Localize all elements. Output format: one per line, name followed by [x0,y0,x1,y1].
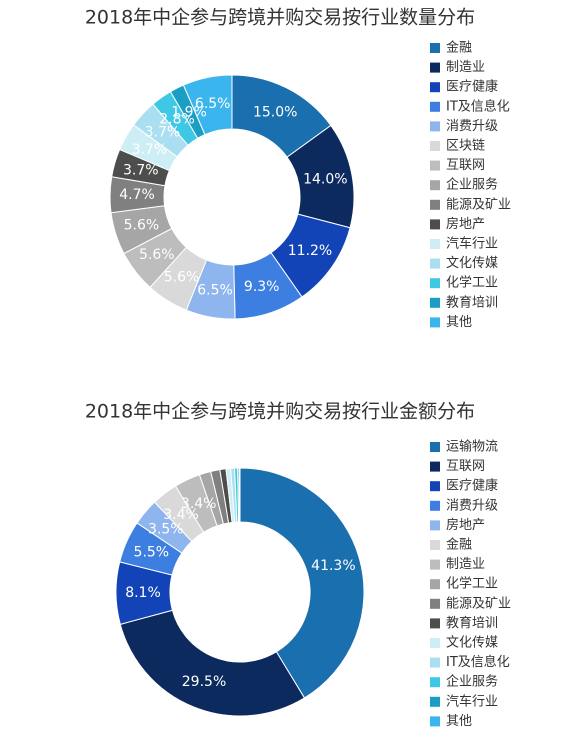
slice-label: 4.7% [119,187,155,203]
slice-label: 3.4% [181,496,217,512]
slice-label: 15.0% [253,104,297,120]
slice-label: 3.7% [123,162,159,178]
legend-label: IT及信息化 [446,98,510,114]
legend-marker [430,461,440,472]
legend-marker [430,82,440,93]
slice [119,609,306,717]
slice-label: 41.3% [311,558,355,574]
legend-marker [430,258,440,269]
legend-marker [430,540,440,550]
slice-label: 29.5% [182,674,226,690]
slice-label: 3.5% [148,521,184,537]
slice-label: 3.7% [132,142,168,158]
legend-marker [430,598,440,609]
legend-label: 教育培训 [446,294,498,310]
legend-label: 区块链 [446,139,485,154]
legend-marker [430,579,440,590]
legend-label: 能源及矿业 [446,197,511,212]
legend-label: IT及信息化 [446,654,510,670]
legend-label: 医疗健康 [446,478,498,494]
legend-label: 其他 [446,315,472,330]
legend-label: 制造业 [446,60,485,75]
legend-label: 消费升级 [446,498,498,513]
slice-label: 11.2% [288,243,332,259]
legend-label: 运输物流 [446,439,498,455]
legend-marker [430,297,440,308]
legend-marker [430,638,440,648]
slice-label: 1.9% [171,104,207,120]
legend-label: 教育培训 [446,615,498,631]
legend-marker [430,199,440,210]
slice-label: 2.8% [159,112,195,128]
slice-label: 5.6% [139,247,175,263]
legend-label: 汽车行业 [446,693,498,709]
legend-label: 制造业 [446,557,485,572]
slice-label: 3.4% [163,507,199,523]
legend-marker [430,239,440,249]
legend-marker [430,520,440,531]
legend-marker [430,618,440,629]
slice-label: 6.5% [197,282,233,298]
legend-marker [430,101,440,112]
legend-label: 文化传媒 [446,636,498,651]
slice-label: 5.5% [134,545,170,561]
legend-label: 其他 [446,714,472,729]
slice-label: 9.3% [244,279,280,295]
legend-marker [430,559,440,570]
legend-marker [430,696,440,707]
legend-marker [430,278,440,289]
legend-label: 企业服务 [446,674,498,690]
legend-marker [430,180,440,191]
slice [182,74,233,136]
legend-marker [430,481,440,492]
legend-marker [430,657,440,668]
legend-label: 医疗健康 [446,79,498,95]
legend-marker [430,62,440,73]
chart-title: 2018年中企参与跨境并购交易按行业金额分布 [85,401,475,423]
legend-label: 化学工业 [446,576,498,592]
legend-marker [430,677,440,688]
legend-label: 能源及矿业 [446,596,511,611]
slice-label: 5.6% [164,269,200,285]
slice [238,467,241,523]
slice-label: 14.0% [303,171,347,187]
slice-label: 8.1% [125,585,161,601]
legend-label: 企业服务 [446,177,498,193]
legend-marker [430,442,440,452]
legend-label: 房地产 [446,517,485,533]
legend-label: 互联网 [446,459,485,474]
slice-label: 3.7% [145,124,181,140]
slice [239,467,365,699]
legend-marker [430,716,440,727]
legend-marker [430,500,440,511]
legend-label: 汽车行业 [446,236,498,252]
legend-marker [430,121,440,132]
legend-label: 金融 [446,40,472,56]
chart-title: 2018年中企参与跨境并购交易按行业数量分布 [85,7,475,29]
slice-label: 6.5% [195,96,231,112]
legend-label: 消费升级 [446,119,498,134]
legend-label: 化学工业 [446,275,498,291]
legend-marker [430,43,440,53]
slice-label: 5.6% [124,218,160,234]
legend-label: 金融 [446,537,472,553]
legend-label: 房地产 [446,216,485,232]
legend-marker [430,219,440,230]
legend-marker [430,141,440,151]
legend-label: 互联网 [446,158,485,173]
legend-marker [430,317,440,328]
legend-marker [430,160,440,171]
legend-label: 文化传媒 [446,256,498,271]
